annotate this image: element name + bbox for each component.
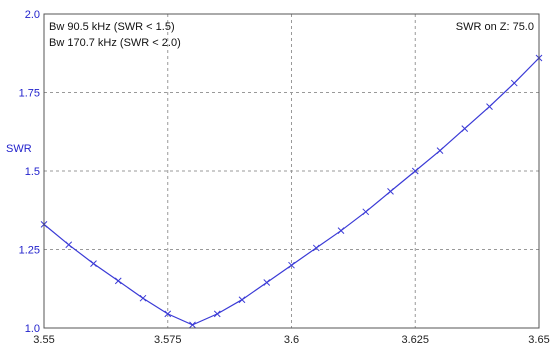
x-tick-label: 3.625	[401, 334, 429, 346]
y-tick-label: 1.25	[19, 245, 40, 257]
swr-data-point	[114, 277, 122, 285]
swr-data-point	[189, 321, 196, 329]
y-tick-label: 2.0	[25, 9, 40, 21]
swr-data-point	[65, 241, 73, 249]
swr-data-point	[213, 310, 221, 318]
swr-data-point	[436, 147, 444, 154]
swr-data-point	[263, 279, 271, 286]
swr-data-point	[90, 260, 97, 267]
swr-data-point	[139, 294, 147, 302]
y-tick-label: 1.5	[25, 166, 40, 178]
swr-impedance-annotation: SWR on Z: 75.0	[456, 21, 534, 33]
y-axis-label: SWR	[6, 143, 32, 155]
swr-data-point	[238, 296, 246, 304]
swr-data-point	[312, 244, 320, 252]
swr-data-point	[486, 103, 493, 110]
swr-data-point	[337, 227, 345, 235]
x-tick-label: 3.6	[284, 334, 299, 346]
ticks: 3.55 3.575 3.6 3.625 3.65 1.0 1.25 1.5 1.75 2.0	[19, 9, 550, 346]
plot-frame	[43, 13, 540, 329]
x-tick-label: 3.575	[154, 334, 182, 346]
x-tick-label: 3.55	[33, 334, 54, 346]
y-tick-label: 1.0	[25, 323, 40, 335]
bandwidth-annotation-1: Bw 90.5 kHz (SWR < 1.5)	[49, 21, 175, 33]
swr-data-point	[362, 208, 370, 216]
swr-data-point	[461, 125, 469, 132]
swr-data-point	[411, 167, 419, 175]
y-tick-label: 1.75	[19, 88, 40, 100]
bandwidth-annotation-2: Bw 170.7 kHz (SWR < 2.0)	[49, 37, 181, 49]
swr-data-point	[510, 79, 518, 87]
series	[40, 54, 543, 329]
x-tick-label: 3.65	[528, 334, 549, 346]
swr-data-point	[164, 310, 172, 318]
swr-data-point	[387, 188, 394, 195]
swr-data-point	[288, 261, 295, 269]
